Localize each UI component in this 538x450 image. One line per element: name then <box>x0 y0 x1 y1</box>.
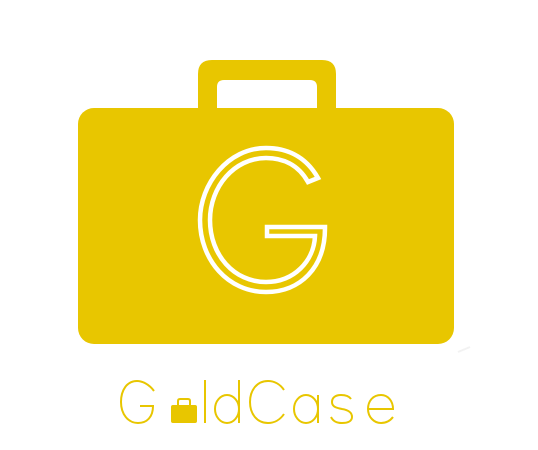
briefcase-handle-icon <box>198 60 336 110</box>
wordmark-briefcase-icon <box>171 398 197 423</box>
monogram-g-icon <box>197 145 328 295</box>
wordmark-letter-g <box>119 379 155 425</box>
wordmark-letter-e <box>366 393 395 425</box>
wordmark-letter-s <box>330 393 354 425</box>
wordmark-letter-d <box>214 380 240 424</box>
wordmark-letter-c <box>248 379 285 425</box>
wordmark-letter-a <box>293 394 319 424</box>
